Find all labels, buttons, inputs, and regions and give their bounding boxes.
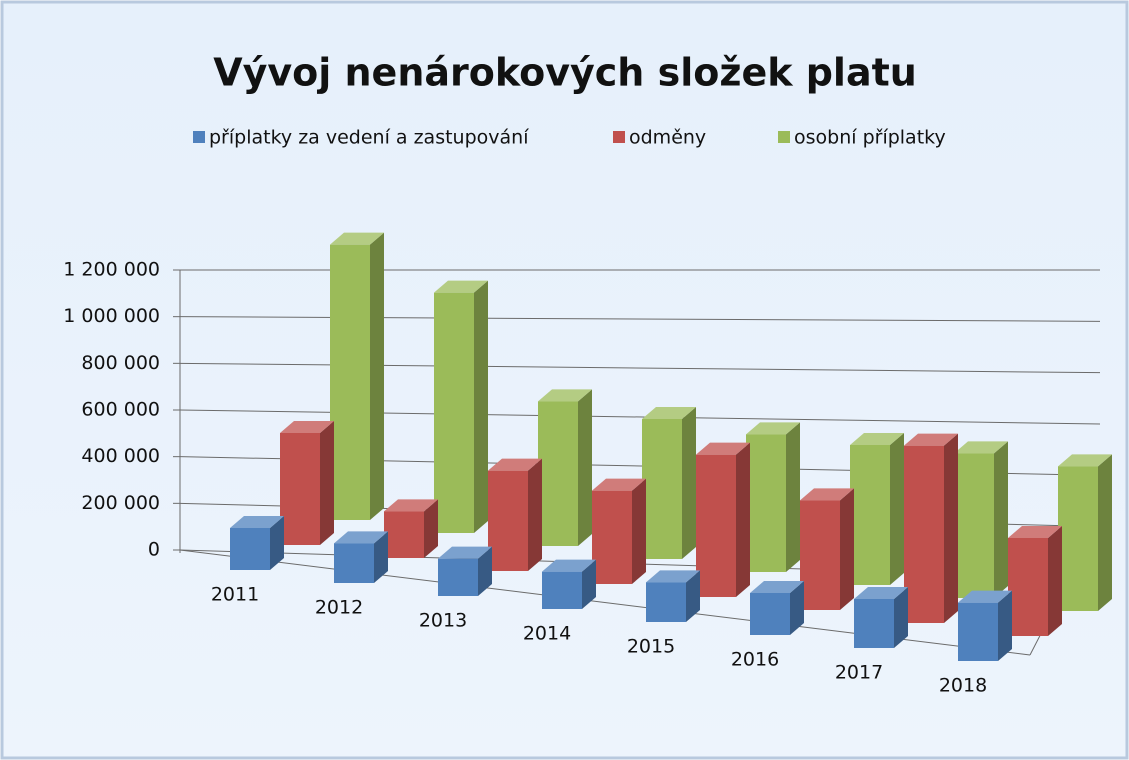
bar bbox=[646, 582, 686, 622]
bar-top bbox=[438, 546, 492, 559]
bar bbox=[488, 470, 528, 571]
bar bbox=[538, 401, 578, 546]
bar-side bbox=[528, 458, 542, 571]
bar-side bbox=[998, 590, 1012, 661]
bar-side bbox=[840, 488, 854, 610]
bar bbox=[1058, 466, 1098, 611]
legend: příplatky za vedení a zastupování odměny o… bbox=[193, 127, 946, 149]
bar bbox=[696, 454, 736, 597]
bar-side bbox=[994, 441, 1008, 598]
bar bbox=[854, 599, 894, 648]
bar bbox=[438, 558, 478, 596]
bar-top bbox=[750, 581, 804, 593]
bar-side bbox=[370, 232, 384, 520]
y-tick-label: 400 000 bbox=[81, 445, 160, 467]
y-tick-label: 1 200 000 bbox=[63, 259, 160, 281]
bar-side bbox=[790, 581, 804, 635]
bar-top bbox=[334, 531, 388, 544]
bar-side bbox=[320, 421, 334, 545]
bar bbox=[642, 419, 682, 559]
y-tick-label: 200 000 bbox=[81, 492, 160, 514]
bar-side bbox=[944, 433, 958, 623]
bar bbox=[1008, 538, 1048, 636]
bar bbox=[230, 528, 270, 570]
bar-side bbox=[1048, 526, 1062, 636]
bar-top bbox=[646, 570, 700, 583]
bar-top bbox=[434, 280, 488, 293]
bar-side bbox=[686, 570, 700, 622]
bar-top bbox=[958, 590, 1012, 603]
y-tick-label: 600 000 bbox=[81, 399, 160, 421]
bar-side bbox=[424, 499, 438, 558]
bar-top bbox=[746, 422, 800, 435]
x-tick-label: 2013 bbox=[419, 610, 467, 632]
bar-top bbox=[330, 232, 384, 245]
bar-top bbox=[1008, 526, 1062, 538]
bar bbox=[434, 292, 474, 533]
bar bbox=[542, 571, 582, 609]
x-tick-label: 2011 bbox=[211, 584, 259, 606]
bar bbox=[746, 434, 786, 572]
bar bbox=[330, 244, 370, 520]
legend-label: osobní příplatky bbox=[794, 127, 946, 149]
x-tick-label: 2015 bbox=[627, 636, 675, 658]
bar-top bbox=[954, 441, 1008, 454]
bar bbox=[904, 445, 944, 623]
bar-side bbox=[1098, 454, 1112, 611]
x-tick-label: 2018 bbox=[939, 675, 987, 697]
bar-top bbox=[538, 389, 592, 402]
legend-label: příplatky za vedení a zastupování bbox=[209, 127, 529, 149]
bar-top bbox=[1058, 454, 1112, 467]
chart-title: Vývoj nenárokových složek platu bbox=[213, 51, 917, 95]
bar-top bbox=[904, 433, 958, 446]
legend-swatch bbox=[193, 131, 205, 143]
bar-top bbox=[230, 516, 284, 528]
bar-side bbox=[786, 422, 800, 572]
bar-side bbox=[736, 442, 750, 597]
x-tick-label: 2016 bbox=[731, 649, 779, 671]
legend-swatch bbox=[613, 131, 625, 143]
bar bbox=[750, 593, 790, 635]
bar bbox=[800, 500, 840, 610]
x-tick-label: 2017 bbox=[835, 662, 883, 684]
bar-top bbox=[542, 559, 596, 572]
bar-top bbox=[854, 587, 908, 599]
legend-label: odměny bbox=[629, 127, 706, 149]
bar-top bbox=[696, 442, 750, 455]
bar-top bbox=[800, 488, 854, 501]
bar-top bbox=[488, 458, 542, 471]
bar bbox=[850, 445, 890, 585]
bar bbox=[334, 543, 374, 583]
bar-side bbox=[578, 389, 592, 546]
bar bbox=[954, 453, 994, 598]
bar-side bbox=[582, 559, 596, 609]
bar-side bbox=[474, 280, 488, 533]
bar-side bbox=[632, 478, 646, 584]
bar-side bbox=[374, 531, 388, 583]
bar-side bbox=[478, 546, 492, 596]
bar-top bbox=[384, 499, 438, 512]
bar bbox=[384, 511, 424, 558]
bar-top bbox=[850, 433, 904, 445]
x-tick-label: 2014 bbox=[523, 623, 571, 645]
bar-side bbox=[894, 587, 908, 648]
y-tick-label: 1 000 000 bbox=[63, 305, 160, 327]
bar-side bbox=[270, 516, 284, 570]
bar-top bbox=[592, 478, 646, 491]
legend-swatch bbox=[778, 131, 790, 143]
x-tick-label: 2012 bbox=[315, 597, 363, 619]
bar bbox=[280, 433, 320, 545]
bar-side bbox=[682, 407, 696, 559]
bar-side bbox=[890, 433, 904, 585]
bar-top bbox=[280, 421, 334, 433]
y-tick-label: 800 000 bbox=[81, 352, 160, 374]
bar-top bbox=[642, 407, 696, 419]
bar bbox=[958, 602, 998, 661]
bar bbox=[592, 490, 632, 584]
y-tick-label: 0 bbox=[148, 539, 160, 561]
